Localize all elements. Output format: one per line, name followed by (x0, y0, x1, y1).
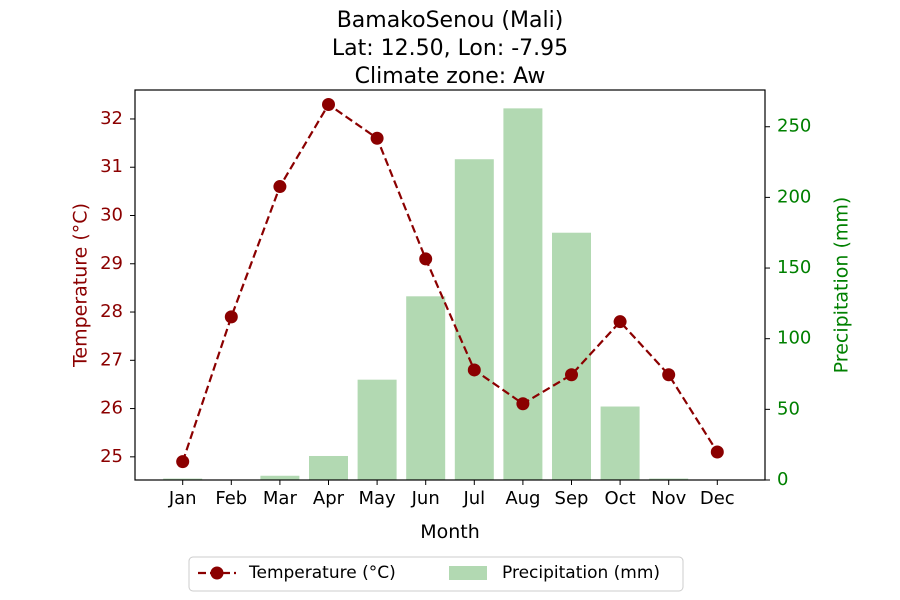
x-tick-label: Apr (313, 488, 345, 509)
chart-title-line: Lat: 12.50, Lon: -7.95 (332, 36, 568, 61)
precipitation-bar (454, 159, 494, 480)
legend-box (188, 556, 684, 592)
y-left-tick-label: 30 (100, 204, 123, 225)
x-tick-label: Aug (505, 488, 540, 509)
x-tick-label: Nov (651, 488, 686, 509)
x-tick-label: Feb (215, 488, 247, 509)
precipitation-bar (260, 475, 300, 480)
y-left-tick-label: 26 (100, 398, 123, 419)
x-tick-label: Jan (168, 488, 197, 509)
x-tick-label: May (358, 488, 396, 509)
precipitation-bar (503, 108, 543, 480)
y-right-tick-label: 100 (777, 328, 811, 349)
y-right-tick-label: 200 (777, 186, 811, 207)
y-left-tick-label: 27 (100, 349, 123, 370)
legend: Temperature (°C) Precipitation (mm) (188, 556, 684, 592)
y-right-tick-label: 250 (777, 116, 811, 137)
temperature-point (322, 97, 335, 111)
x-tick-label: Jun (411, 488, 440, 509)
precipitation-bar (163, 478, 203, 480)
temperature-line (176, 97, 724, 469)
temperature-point (224, 310, 238, 324)
chart-title-line: Climate zone: Aw (355, 64, 546, 89)
chart-title: BamakoSenou (Mali) Lat: 12.50, Lon: -7.95… (332, 8, 568, 89)
temperature-point (176, 455, 190, 469)
y-left-tick-label: 31 (100, 156, 123, 177)
plot-frame (134, 89, 766, 481)
temperature-point (613, 315, 627, 329)
y-right-tick-label: 0 (777, 469, 788, 490)
y-left-axis-label: Temperature (°C) (70, 203, 92, 368)
y-left-tick-label: 28 (100, 301, 123, 322)
legend-temperature-label: Temperature (°C) (248, 563, 396, 583)
y-right-axis-label: Precipitation (mm) (831, 197, 853, 374)
temperature-point (370, 131, 384, 145)
y-right-tick-label: 50 (777, 398, 800, 419)
temperature-point (419, 252, 433, 266)
x-tick-label: Mar (263, 488, 298, 509)
y-left-tick-label: 25 (100, 446, 123, 467)
y-left-tick-label: 29 (100, 253, 123, 274)
y-left-tick-label: 32 (100, 108, 123, 129)
legend-temperature-marker (210, 566, 224, 580)
legend-precipitation-label: Precipitation (mm) (502, 563, 660, 583)
precipitation-bar (600, 406, 640, 480)
temperature-point (710, 445, 724, 459)
precipitation-bars (163, 108, 689, 480)
chart-title-line: BamakoSenou (Mali) (337, 8, 564, 33)
legend-precipitation-swatch (449, 566, 487, 580)
temperature-point (565, 368, 578, 382)
temperature-point (516, 397, 530, 411)
precipitation-bar (357, 379, 397, 480)
x-tick-label: Oct (605, 488, 636, 509)
precipitation-bar (649, 478, 689, 480)
precipitation-bar (406, 296, 446, 480)
x-axis-label: Month (420, 521, 480, 543)
x-tick-label: Sep (555, 488, 589, 509)
temperature-point (662, 368, 676, 382)
temperature-point (467, 363, 481, 377)
precipitation-bar (552, 232, 591, 480)
temperature-series-line (181, 102, 719, 463)
axes: Jan Feb Mar Apr May Jun Jul Aug Sep Oct Nov Dec Mont… (70, 89, 853, 543)
temperature-point (273, 180, 287, 194)
x-tick-label: Dec (700, 488, 735, 509)
x-tick-label: Jul (462, 488, 485, 509)
y-right-tick-label: 150 (777, 257, 811, 278)
precipitation-bar (309, 455, 348, 480)
